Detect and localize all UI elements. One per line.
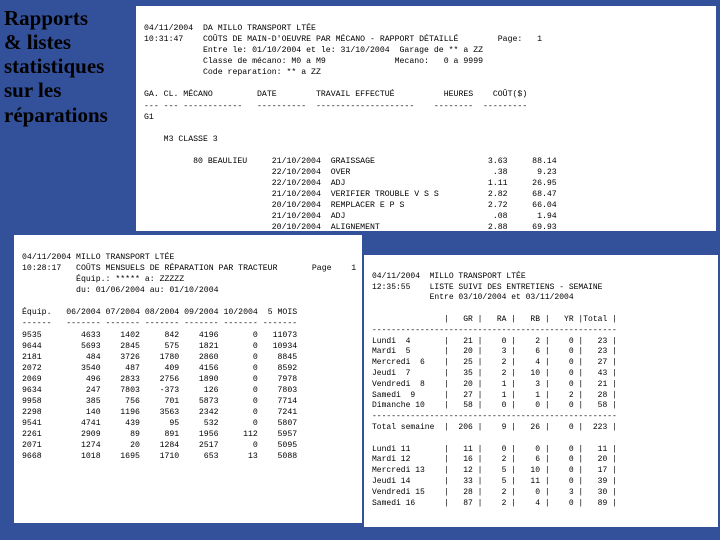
report3-body: 04/11/2004 MILLO TRANSPORT LTÉE 12:35:55… xyxy=(372,272,710,510)
title-line: sur les xyxy=(4,78,134,102)
report2-body: 04/11/2004 MILLO TRANSPORT LTÉE 10:28:17… xyxy=(22,252,354,462)
title-line: & listes xyxy=(4,30,134,54)
title-line: statistiques xyxy=(4,54,134,78)
title-line: Rapports xyxy=(4,6,134,30)
report-maintenance-week: 04/11/2004 MILLO TRANSPORT LTÉE 12:35:55… xyxy=(364,255,718,527)
title-line: réparations xyxy=(4,103,134,127)
report1-body: 04/11/2004 DA MILLO TRANSPORT LTÉE 10:31… xyxy=(144,23,708,231)
report-detailed-labor: 04/11/2004 DA MILLO TRANSPORT LTÉE 10:31… xyxy=(136,6,716,231)
page-title: Rapports & listes statistiques sur les r… xyxy=(4,6,134,127)
report-monthly-costs: 04/11/2004 MILLO TRANSPORT LTÉE 10:28:17… xyxy=(14,235,362,523)
